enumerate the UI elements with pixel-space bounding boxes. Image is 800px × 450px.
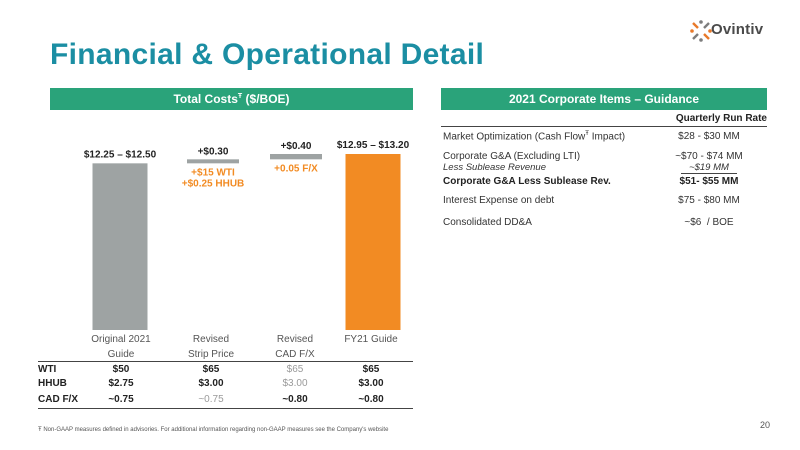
param-wti-cadfx: $65 [286,364,304,375]
param-cadfx-cadfx: ~0.80 [282,394,308,405]
step-label-1: +$0.30 [198,146,229,157]
guidance-value-interest: $75 - $80 MM [678,195,740,206]
step-note-1-1: +$0.25 HHUB [182,178,245,189]
bar-label-3: $12.95 – $13.20 [337,140,410,151]
guidance-label-market-optimization: Market Optimization (Cash FlowŦ Impact) [443,131,626,143]
param-hhub-cadfx: $3.00 [282,378,308,389]
param-label-cadfx: CAD F/X [38,394,78,405]
guidance-top-rule [441,126,767,127]
step-bar-2 [270,154,322,160]
param-wti-strip: $65 [202,364,220,375]
non-gaap-mark: Ŧ [237,93,243,100]
guidance-label-corporate-ga: Corporate G&A (Excluding LTI) [443,151,581,162]
category-label-cadfx: Revised CAD F/X [275,334,315,360]
category-label-fy21: FY21 Guide [344,334,398,345]
page-number: 20 [760,420,771,430]
page-title: Financial & Operational Detail [50,38,485,71]
param-hhub-strip: $3.00 [198,378,224,389]
param-label-hhub: HHUB [38,378,67,389]
param-cadfx-original: ~0.75 [108,394,134,405]
guidance-value-corporate-ga: ~$70 - $74 MM [675,151,743,162]
bar-label-0: $12.25 – $12.50 [84,149,157,160]
run-rate-header: Quarterly Run Rate [675,113,767,124]
corporate-items-header: 2021 Corporate Items – Guidance [441,88,767,110]
total-costs-header: Total CostsŦ ($/BOE) [50,88,413,110]
ovintiv-star-icon [690,20,712,42]
guidance-value-dda: ~$6 / BOE [684,217,734,228]
param-cadfx-strip: ~0.75 [198,394,224,405]
guidance-value-ga-less-sublease: $51- $55 MM [679,176,739,187]
total-costs-unit: ($/BOE) [245,92,290,106]
logo-text: Ovintiv [711,21,764,38]
param-cadfx-fy21: ~0.80 [358,394,384,405]
guidance-label-ga-less-sublease: Corporate G&A Less Sublease Rev. [443,176,611,187]
guidance-value-market-optimization: $28 - $30 MM [678,131,740,142]
param-hhub-original: $2.75 [108,378,134,389]
params-bottom-rule [38,408,413,409]
param-label-wti: WTI [38,364,57,375]
params-top-rule [38,361,413,362]
guidance-label-dda: Consolidated DD&A [443,217,532,228]
guidance-value-sublease: ~$19 MM [681,162,737,174]
ovintiv-logo [690,20,712,42]
param-wti-fy21: $65 [362,364,380,375]
step-label-2: +$0.40 [281,141,312,152]
footnote: Ŧ Non-GAAP measures defined in advisorie… [38,427,389,433]
guidance-label-interest: Interest Expense on debt [443,195,555,206]
bar-0 [92,163,148,330]
step-note-2-0: +0.05 F/X [274,163,318,174]
param-wti-original: $50 [112,364,130,375]
bar-3 [345,154,401,330]
step-bar-1 [187,159,239,164]
guidance-label-sublease: Less Sublease Revenue [443,162,546,173]
total-costs-title: Total Costs [173,92,238,106]
category-label-original: Original 2021 Guide [91,334,151,360]
step-note-1-0: +$15 WTI [191,167,235,178]
category-label-strip: Revised Strip Price [187,334,235,360]
total-costs-chart: $12.25 – $12.50 +$0.30 +$15 WTI+$0.25 HHUB… [84,140,410,330]
param-hhub-fy21: $3.00 [358,378,384,389]
